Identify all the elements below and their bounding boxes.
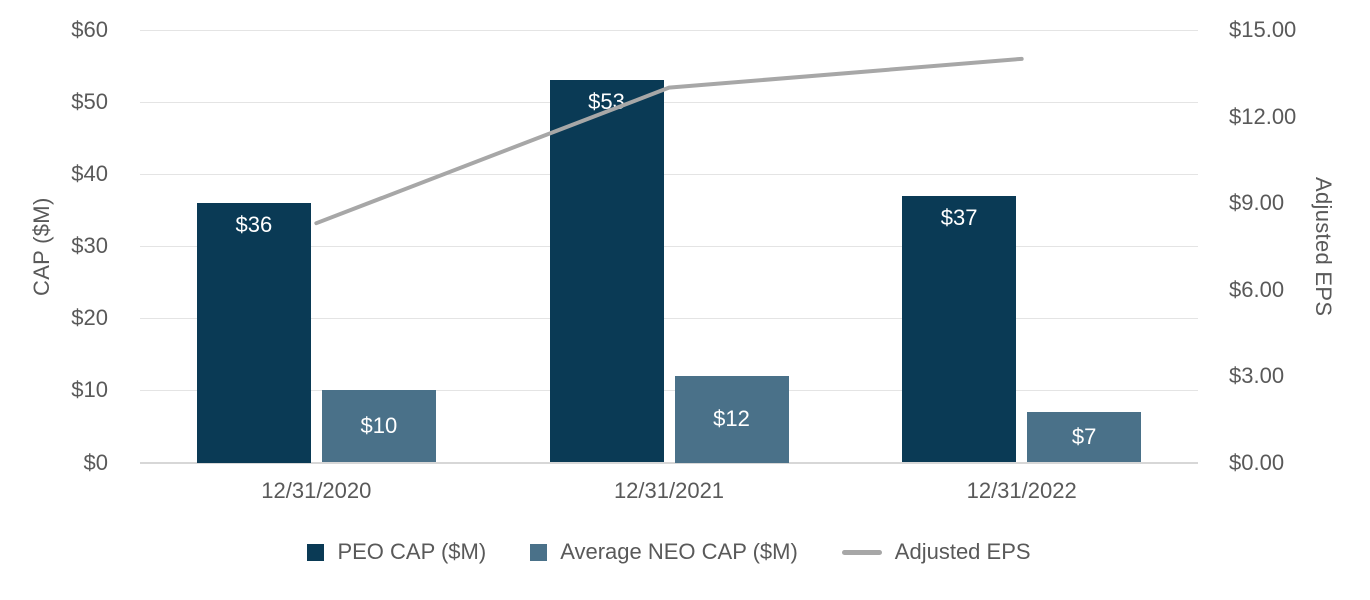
category-label-12/31/2022: 12/31/2022 [966, 478, 1077, 503]
left-axis-tick-$50: $50 [71, 89, 108, 115]
average-neo-cap-legend-label: Average NEO CAP ($M) [560, 539, 798, 564]
bar-PEO CAP ($M)-12/31/2021 [549, 80, 664, 463]
right-axis-tick-$3.00: $3.00 [1229, 363, 1285, 388]
legend-item-peo-cap: PEO CAP ($M) [307, 540, 486, 564]
gridline-$0 [140, 461, 1198, 464]
left-axis-tick-$60: $60 [71, 17, 108, 42]
right-axis-tick-$6.00: $6.00 [1229, 276, 1285, 302]
right-axis-tick-$12.00: $12.00 [1229, 103, 1297, 129]
legend: PEO CAP ($M) Average NEO CAP ($M) Adjust… [140, 540, 1198, 564]
bar-value-label-$12: $12 [713, 406, 750, 432]
adjusted-eps-line-swatch-icon [841, 549, 882, 555]
bar-value-label-$36: $36 [235, 212, 273, 237]
gridline-$30 [140, 245, 1198, 247]
bar-Average NEO CAP ($M)-12/31/2022 [1027, 412, 1142, 463]
bar-PEO CAP ($M)-12/31/2022 [902, 195, 1017, 463]
right-axis-tick-$15.00: $15.00 [1229, 17, 1297, 42]
category-label-12/31/2020: 12/31/2020 [261, 478, 372, 503]
left-axis-tick-$10: $10 [71, 377, 108, 403]
bar-value-label-$10: $10 [360, 413, 398, 439]
right-axis-title: Adjusted EPS [1311, 176, 1336, 317]
left-axis-tick-$0: $0 [83, 449, 108, 475]
gridline-$20 [140, 317, 1198, 319]
bar-value-label-$37: $37 [940, 204, 978, 230]
left-axis-tick-$20: $20 [71, 305, 108, 331]
bar-Average NEO CAP ($M)-12/31/2021 [674, 376, 789, 463]
bar-PEO CAP ($M)-12/31/2020 [196, 203, 311, 463]
average-neo-cap-swatch-icon [530, 543, 548, 561]
left-axis-title: CAP ($M) [29, 197, 54, 296]
left-axis-tick-$30: $30 [71, 233, 108, 259]
category-label-12/31/2021: 12/31/2021 [613, 478, 725, 503]
right-axis-tick-$0.00: $0.00 [1229, 449, 1285, 475]
gridline-$10 [140, 389, 1198, 391]
peo-cap-swatch-icon [307, 543, 325, 561]
bar-Average NEO CAP ($M)-12/31/2020 [321, 390, 436, 463]
bar-value-label-$53: $53 [588, 89, 625, 115]
adjusted-eps-legend-label: Adjusted EPS [894, 539, 1031, 564]
left-axis-tick-$40: $40 [71, 161, 108, 187]
gridline-$40 [140, 173, 1198, 175]
legend-item-adjusted-eps: Adjusted EPS [841, 539, 1031, 564]
peo-cap-legend-label: PEO CAP ($M) [337, 539, 487, 564]
gridline-$60 [140, 29, 1198, 31]
right-axis-tick-$9.00: $9.00 [1229, 190, 1285, 215]
legend-item-average-neo-cap: Average NEO CAP ($M) [530, 540, 798, 564]
bar-value-label-$7: $7 [1071, 424, 1097, 450]
gridline-$50 [140, 101, 1198, 103]
